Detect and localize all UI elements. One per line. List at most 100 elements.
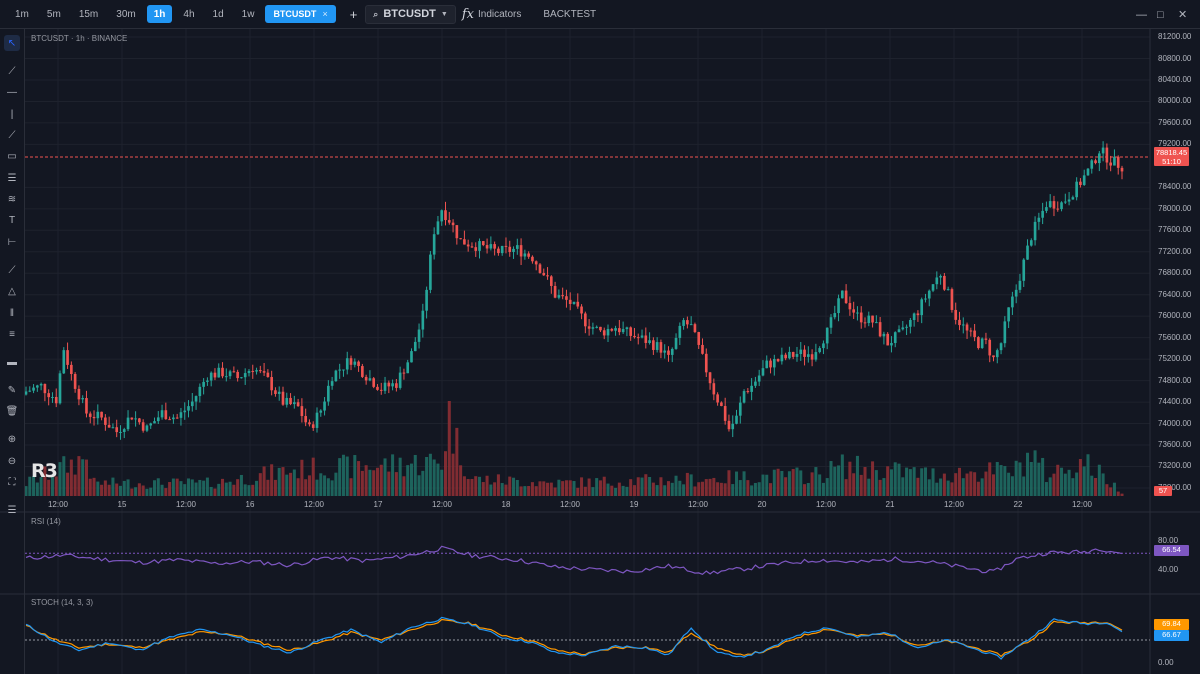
candle: [799, 349, 803, 355]
volume-bar: [391, 454, 395, 496]
add-icon[interactable]: +: [349, 6, 358, 22]
chart-tab[interactable]: BTCUSDT ×: [265, 5, 336, 23]
candle: [455, 225, 459, 239]
text-icon[interactable]: T: [8, 214, 16, 226]
volume-bar: [1067, 469, 1071, 496]
candle: [164, 410, 168, 420]
candle: [602, 330, 606, 336]
volume-bar: [587, 478, 591, 496]
candle: [493, 244, 496, 249]
timeframe-4h[interactable]: 4h: [183, 8, 195, 20]
volume-bar: [357, 461, 361, 496]
timeframe-15m[interactable]: 15m: [78, 8, 99, 20]
menu-icon[interactable]: ☰: [7, 504, 17, 516]
volume-bar: [126, 479, 130, 496]
volume-bar: [750, 485, 754, 496]
gann-icon[interactable]: ≡: [9, 328, 15, 340]
volume-bar: [935, 482, 939, 496]
measure-icon[interactable]: ⊢: [7, 236, 17, 248]
candle: [39, 383, 43, 386]
volume-bar: [617, 482, 621, 496]
triangle-icon[interactable]: △: [8, 285, 16, 297]
time-tick-label: 12:00: [175, 500, 197, 509]
trash-icon[interactable]: 🗑: [5, 405, 19, 417]
volume-bar: [145, 488, 149, 496]
zoom-in-icon[interactable]: ⊕: [7, 433, 17, 445]
rsi-line: [25, 545, 1123, 575]
volume-bar: [625, 486, 629, 496]
range-icon[interactable]: ‖: [9, 307, 15, 319]
volume-bar: [323, 475, 327, 496]
candle: [224, 376, 228, 378]
volume-bar: [330, 480, 334, 496]
price-tick-label: 74400.00: [1158, 397, 1192, 407]
candle: [47, 393, 50, 398]
volume-bar: [889, 469, 893, 496]
price-tick-label: 78000.00: [1158, 203, 1192, 213]
candle: [984, 338, 988, 340]
parallel-channel-icon[interactable]: ≋: [7, 193, 17, 205]
fib-retracement-icon[interactable]: ☰: [7, 172, 17, 184]
candle: [1014, 289, 1018, 297]
position-icon[interactable]: ▬: [7, 356, 17, 368]
candle: [814, 352, 818, 360]
brush-icon[interactable]: ⟋: [8, 264, 16, 276]
volume-bar: [171, 478, 175, 496]
ray-icon[interactable]: ⟋: [8, 129, 16, 141]
candle: [88, 413, 92, 417]
close-icon[interactable]: ×: [322, 9, 328, 19]
volume-bar: [39, 476, 43, 496]
candle: [175, 417, 179, 419]
candle: [361, 366, 364, 377]
volume-bar: [228, 481, 232, 496]
timeframe-1m[interactable]: 1m: [15, 8, 29, 20]
indicators-button[interactable]: fx Indicators: [462, 7, 522, 22]
volume-bar: [886, 466, 890, 496]
candle: [156, 417, 160, 422]
candle: [686, 320, 689, 325]
horizontal-line-icon[interactable]: —: [7, 86, 17, 98]
timeframe-1w[interactable]: 1w: [241, 8, 255, 20]
zoom-out-icon[interactable]: ⊖: [7, 455, 17, 467]
timeframe-30m[interactable]: 30m: [116, 8, 136, 20]
candle: [1018, 280, 1022, 290]
volume-bar: [821, 482, 825, 496]
volume-bar: [1018, 462, 1022, 496]
candle: [410, 351, 413, 363]
rectangle-icon[interactable]: ▭: [7, 150, 17, 162]
chart-grid: [25, 29, 1150, 674]
timeframe-5m[interactable]: 5m: [46, 8, 61, 20]
symbol-search[interactable]: ⌕ BTCUSDT ▼: [365, 4, 456, 24]
backtest-button[interactable]: BACKTEST: [543, 8, 597, 20]
volume-bar: [168, 482, 172, 496]
eraser-icon[interactable]: ✎: [7, 384, 17, 396]
vertical-line-icon[interactable]: |: [10, 108, 14, 120]
maximize-icon[interactable]: □: [1157, 8, 1164, 21]
volume-bar: [988, 462, 992, 496]
candle: [111, 427, 115, 429]
volume-bar: [311, 457, 315, 496]
volume-bar: [190, 479, 194, 496]
candle: [262, 371, 266, 373]
candle: [587, 326, 591, 329]
cursor-icon[interactable]: ↖: [4, 35, 20, 51]
close-window-icon[interactable]: ✕: [1178, 9, 1188, 21]
trend-line-icon[interactable]: ⟋: [8, 65, 16, 77]
volume-bar: [602, 476, 606, 496]
candle: [784, 354, 787, 359]
volume-bar: [149, 487, 153, 496]
timeframe-1d[interactable]: 1d: [212, 8, 224, 20]
candle: [1003, 321, 1007, 344]
timeframe-1h[interactable]: 1h: [146, 5, 173, 23]
time-tick-label: 17: [373, 500, 383, 509]
candle: [924, 298, 927, 300]
minimize-icon[interactable]: —: [1136, 8, 1147, 21]
fullscreen-icon[interactable]: ⛶: [8, 476, 16, 488]
candle: [961, 324, 965, 326]
candle: [829, 317, 833, 328]
volume-bar: [111, 477, 115, 496]
candle: [368, 378, 372, 381]
candle: [391, 383, 394, 387]
candle: [1090, 160, 1094, 169]
